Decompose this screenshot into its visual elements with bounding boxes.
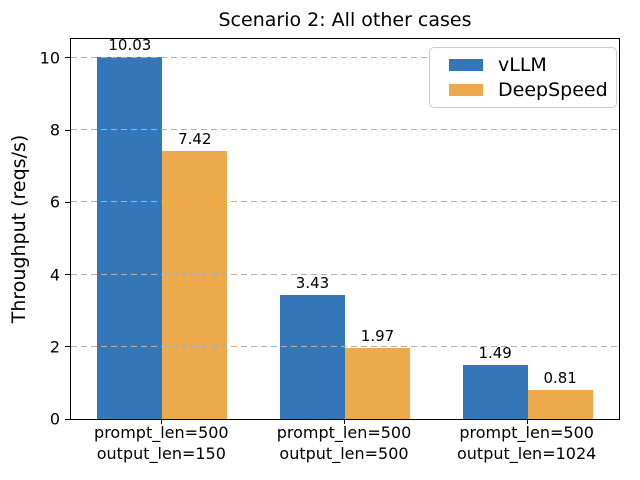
y-tick-label-6: 6 [49,192,60,212]
gridline-y-6 [71,201,619,203]
gridline-y-8 [71,129,619,131]
bar-value-vllm-1: 10.03 [108,35,152,54]
y-tick-label-10: 10 [39,48,60,68]
bar-vllm-3 [462,365,528,419]
bar-vllm-1 [97,56,163,419]
x-tick-mark-2 [344,419,345,424]
bar-deepspeed-2 [345,347,410,419]
y-tick-mark-2 [65,346,70,348]
bar-value-vllm-3: 1.49 [478,344,512,363]
bar-value-vllm-2: 3.43 [295,274,330,293]
x-tick-label-3: prompt_len=500 output_len=1024 [456,423,597,463]
bar-value-deepspeed-2: 1.97 [360,326,395,345]
bar-value-deepspeed-1: 7.42 [178,129,212,148]
y-tick-label-2: 2 [49,337,60,357]
gridline-y-10 [71,56,619,58]
chart-title: Scenario 2: All other cases [218,9,472,31]
bar-vllm-2 [280,295,345,419]
deepspeed-swatch [449,84,483,96]
y-tick-mark-4 [65,274,70,275]
y-tick-mark-8 [65,129,70,131]
bar-deepspeed-1 [162,150,228,419]
legend: vLLM DeepSpeed [429,47,617,108]
legend-item-vllm: vLLM [449,54,616,76]
x-tick-mark-3 [526,419,528,424]
x-tick-label-2: prompt_len=500 output_len=500 [276,423,412,463]
y-axis-label: Throughput (reqs/s) [8,134,30,324]
legend-label-deepspeed: DeepSpeed [498,79,608,101]
gridline-y-4 [71,273,619,275]
y-tick-label-4: 4 [49,265,60,284]
bar-deepspeed-3 [527,389,593,419]
bar-value-deepspeed-3: 0.81 [543,368,577,387]
y-tick-mark-0 [65,418,70,420]
y-tick-mark-10 [65,57,70,59]
legend-label-vllm: vLLM [498,54,547,76]
y-tick-mark-6 [65,201,70,203]
x-tick-mark-1 [161,419,163,424]
x-tick-label-1: prompt_len=500 output_len=150 [94,423,229,463]
y-tick-label-0: 0 [49,409,60,429]
gridline-y-2 [71,345,619,347]
legend-item-deepspeed: DeepSpeed [449,79,616,101]
vllm-swatch [449,59,483,71]
y-tick-label-8: 8 [49,120,60,140]
